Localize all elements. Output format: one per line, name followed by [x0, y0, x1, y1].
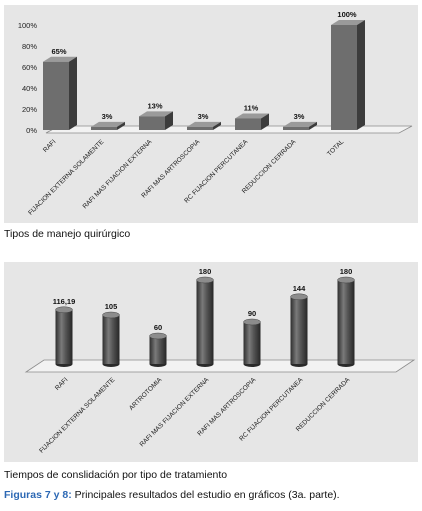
chart-2-data-label: 90 [248, 309, 256, 318]
figure-caption: Figuras 7 y 8: Principales resultados de… [4, 489, 340, 501]
figure-caption-label: Figuras 7 y 8: [4, 489, 72, 501]
chart-1-surgical-management: 0% 20% 40% 60% 80% 100% 65% RAFI 3% FIJACION EXTE… [18, 10, 413, 217]
chart-1-data-label: 3% [198, 112, 209, 121]
chart-2-category-label: RAFI [54, 376, 70, 392]
chart-1-ytick-label: 60% [22, 63, 37, 72]
chart-1-panel: 0% 20% 40% 60% 80% 100% 65% RAFI 3% FIJACION EXTE… [4, 5, 418, 223]
chart-2-consolidation-time: 116,19 RAFI 105 FIJACION EXTERNA SOLAMENTE 6… [24, 267, 416, 455]
chart-2-bar [337, 276, 355, 367]
chart-1-data-label: 11% [244, 103, 259, 112]
chart-2-bar [55, 306, 73, 367]
chart-2-bar [149, 332, 167, 367]
chart-1-bar [43, 56, 77, 130]
chart-2-floor [24, 359, 416, 373]
chart-1-bar [235, 113, 269, 130]
chart-1-data-label: 3% [102, 112, 113, 121]
chart-1-data-label: 100% [337, 10, 357, 19]
chart-2-data-label: 105 [105, 302, 118, 311]
chart-1-caption: Tipos de manejo quirúrgico [4, 228, 131, 240]
chart-2-bar [102, 311, 120, 367]
chart-1-data-label: 13% [147, 101, 162, 110]
chart-1-bar [187, 121, 221, 130]
chart-1-category-label: RAFI [42, 138, 58, 154]
chart-2-data-label: 144 [293, 284, 306, 293]
chart-1-ytick-label: 20% [22, 105, 37, 114]
chart-2-category-label: FIJACION EXTERNA SOLAMENTE [38, 376, 117, 455]
chart-1-data-label: 3% [294, 112, 305, 121]
chart-1-bar [91, 121, 125, 130]
chart-2-data-label: 116,19 [53, 297, 76, 306]
chart-2-bar [290, 293, 308, 367]
chart-1-ytick-label: 40% [22, 84, 37, 93]
chart-2-data-label: 180 [199, 267, 212, 276]
chart-1-ytick-label: 80% [22, 42, 37, 51]
chart-1-ytick-label: 0% [26, 126, 37, 135]
chart-2-data-label: 60 [154, 323, 162, 332]
chart-2-bar [196, 276, 214, 367]
chart-1-bar [331, 20, 365, 130]
chart-1-bar [139, 111, 173, 130]
chart-2-bar [243, 318, 261, 367]
chart-2-category-label: ARTROTOMIA [128, 376, 164, 412]
chart-2-panel: 116,19 RAFI 105 FIJACION EXTERNA SOLAMENTE 6… [4, 262, 418, 462]
chart-1-category-label: REDUCCION CERRADA [241, 138, 298, 195]
chart-1-category-label: FIJACION EXTERNA SOLAMENTE [27, 138, 106, 217]
chart-1-ytick-label: 100% [18, 21, 38, 30]
chart-1-data-label: 65% [51, 47, 66, 56]
chart-2-category-label: REDUCCION CERRADA [295, 376, 352, 433]
chart-1-bar [283, 121, 317, 130]
chart-1-category-label: TOTAL [326, 138, 346, 158]
figure-caption-text: Principales resultados del estudio en gr… [71, 489, 340, 501]
chart-2-data-label: 180 [340, 267, 353, 276]
chart-2-caption: Tiempos de conslidación por tipo de trat… [4, 469, 228, 481]
